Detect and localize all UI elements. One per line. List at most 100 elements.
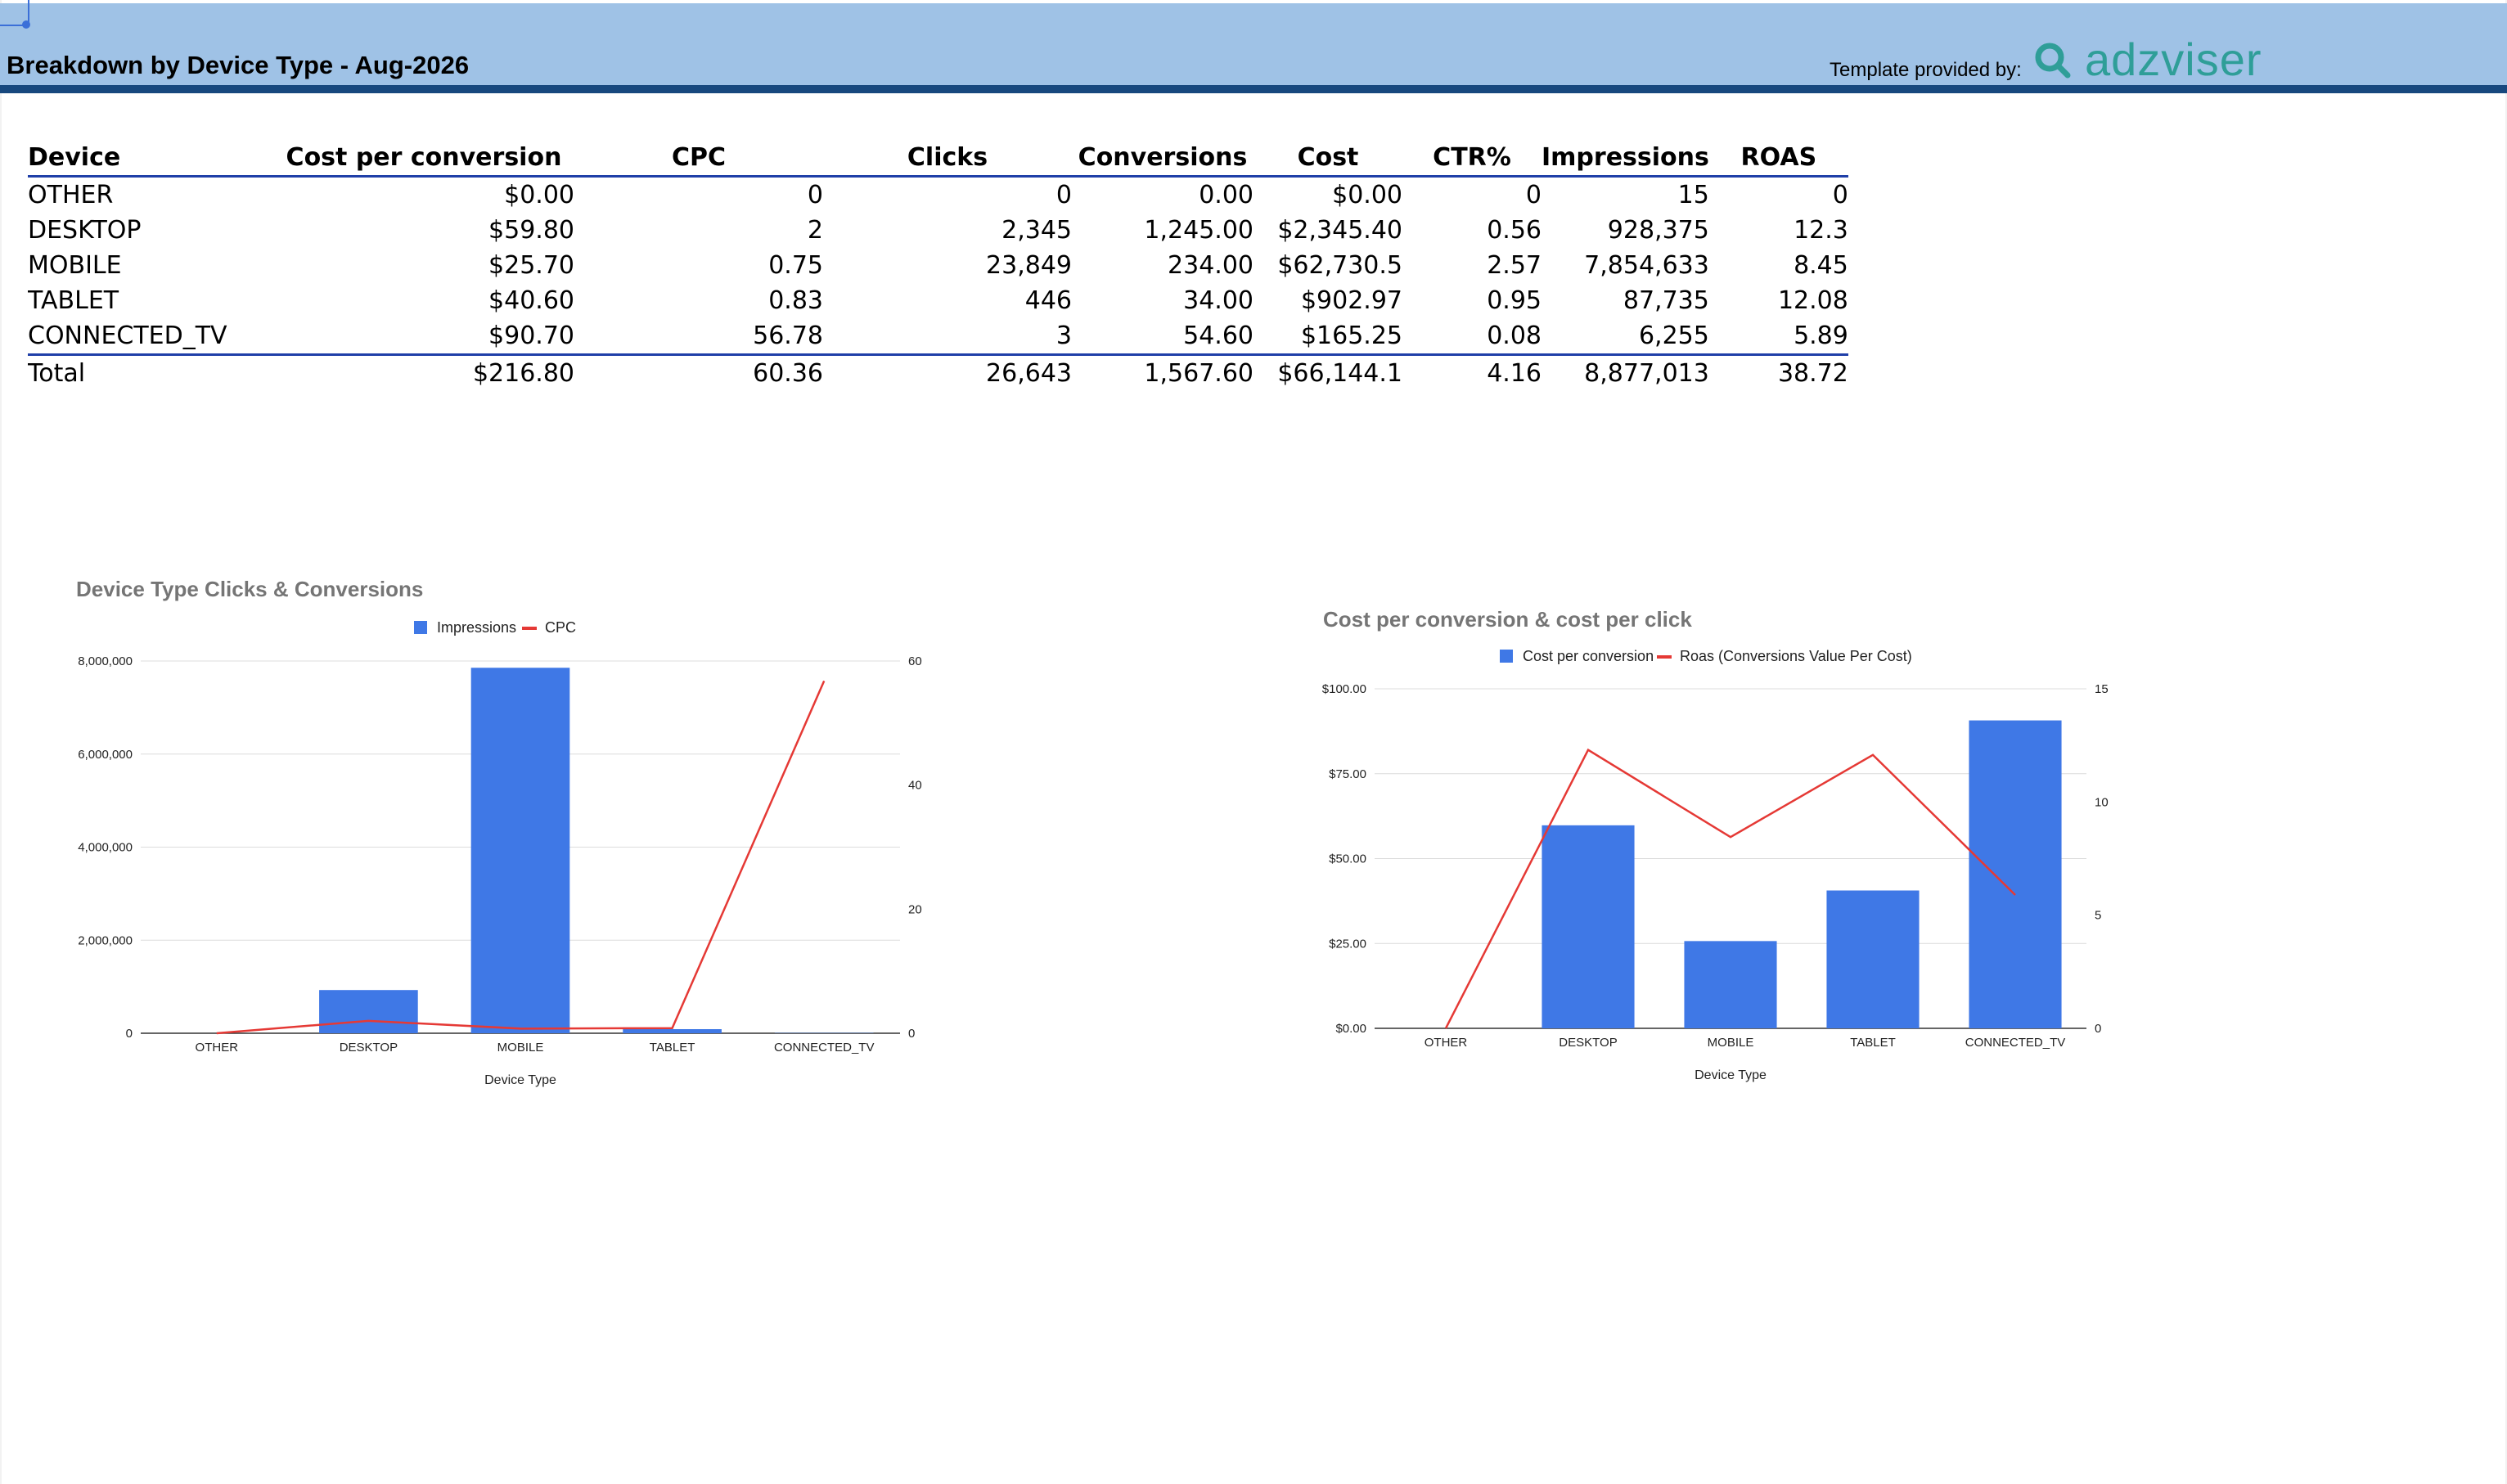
table-cell[interactable]: OTHER bbox=[28, 181, 114, 209]
y-tick-label-right: 15 bbox=[2095, 682, 2109, 696]
table-cell[interactable]: 0 bbox=[1832, 181, 1848, 209]
table-cell[interactable]: 446 bbox=[1024, 286, 1072, 315]
table-cell[interactable]: 54.60 bbox=[1183, 322, 1254, 350]
table-cell[interactable]: $90.70 bbox=[488, 322, 574, 350]
table-header-row: Device Cost per conversion CPC Clicks Co… bbox=[28, 139, 1848, 178]
y-tick-label-right: 5 bbox=[2095, 909, 2101, 923]
table-cell[interactable]: 12.08 bbox=[1777, 286, 1848, 315]
legend-label: Roas (Conversions Value Per Cost) bbox=[1680, 648, 1912, 664]
legend-label: CPC bbox=[545, 619, 576, 636]
table-cell[interactable]: $165.25 bbox=[1300, 322, 1402, 350]
legend-swatch-bars bbox=[1500, 650, 1513, 663]
cell-selection[interactable] bbox=[0, 0, 29, 26]
table-cell[interactable]: 8.45 bbox=[1794, 251, 1848, 280]
table-cell[interactable]: 0.83 bbox=[768, 286, 823, 315]
table-cell[interactable]: 87,735 bbox=[1623, 286, 1709, 315]
table-cell[interactable]: 60.36 bbox=[574, 353, 823, 391]
table-cell[interactable]: TABLET bbox=[28, 286, 119, 315]
table-cell[interactable]: 8,877,013 bbox=[1542, 353, 1709, 391]
chart-title-cost-per-conversion: Cost per conversion & cost per click bbox=[1323, 607, 1692, 632]
table-cell[interactable]: 0.95 bbox=[1487, 286, 1542, 315]
table-cell[interactable]: $62,730.5 bbox=[1277, 251, 1402, 280]
table-cell[interactable]: 4.16 bbox=[1402, 353, 1542, 391]
legend-label: Cost per conversion bbox=[1523, 648, 1654, 664]
y-tick-label-right: 20 bbox=[908, 902, 922, 916]
x-axis-label: Device Type bbox=[1695, 1068, 1767, 1082]
table-cell[interactable]: 0 bbox=[1055, 181, 1072, 209]
table-cell[interactable]: $0.00 bbox=[504, 181, 574, 209]
table-cell[interactable]: $59.80 bbox=[488, 216, 574, 245]
column-header[interactable]: Impressions bbox=[1542, 139, 1709, 178]
column-header[interactable]: Cost per conversion bbox=[273, 139, 574, 178]
table-cell[interactable]: $40.60 bbox=[488, 286, 574, 315]
table-cell[interactable]: 234.00 bbox=[1168, 251, 1254, 280]
y-tick-label-right: 60 bbox=[908, 654, 922, 668]
table-cell[interactable]: $902.97 bbox=[1300, 286, 1402, 315]
table-cell[interactable]: 23,849 bbox=[986, 251, 1072, 280]
table-cell[interactable]: 15 bbox=[1677, 181, 1709, 209]
header-rule bbox=[0, 85, 2507, 93]
table-cell[interactable]: 2.57 bbox=[1487, 251, 1542, 280]
table-cell[interactable]: 0.75 bbox=[768, 251, 823, 280]
table-cell[interactable]: 928,375 bbox=[1607, 216, 1709, 245]
table-cell[interactable]: 3 bbox=[1055, 322, 1072, 350]
table-cell[interactable]: 34.00 bbox=[1183, 286, 1254, 315]
bar bbox=[1969, 720, 2062, 1028]
y-tick-label-left: $100.00 bbox=[1322, 682, 1366, 696]
table-cell[interactable]: 5.89 bbox=[1794, 322, 1848, 350]
table-cell[interactable]: 0 bbox=[807, 181, 823, 209]
x-tick-label: MOBILE bbox=[497, 1041, 544, 1055]
y-tick-label-left: 0 bbox=[126, 1027, 133, 1041]
x-tick-label: DESKTOP bbox=[1559, 1036, 1617, 1050]
magnifier-logo-icon bbox=[2035, 43, 2071, 79]
column-header[interactable]: CTR% bbox=[1402, 139, 1542, 178]
x-tick-label: CONNECTED_TV bbox=[774, 1041, 875, 1055]
table-cell[interactable]: $216.80 bbox=[273, 353, 574, 391]
chart-title-clicks-conversions: Device Type Clicks & Conversions bbox=[76, 577, 424, 601]
table-cell[interactable]: 26,643 bbox=[823, 353, 1072, 391]
table-cell[interactable]: 12.3 bbox=[1794, 216, 1848, 245]
table-cell[interactable]: 7,854,633 bbox=[1584, 251, 1709, 280]
bar bbox=[319, 990, 418, 1033]
table-cell[interactable]: 2,345 bbox=[1001, 216, 1072, 245]
table-cell[interactable]: MOBILE bbox=[28, 251, 122, 280]
table-cell[interactable]: DESKTOP bbox=[28, 216, 142, 245]
column-header[interactable]: Conversions bbox=[1072, 139, 1254, 178]
x-tick-label: TABLET bbox=[650, 1041, 695, 1055]
table-cell[interactable]: 56.78 bbox=[753, 322, 823, 350]
x-axis-label: Device Type bbox=[484, 1073, 556, 1087]
table-total-row: Total $216.80 60.36 26,643 1,567.60 $66,144.1… bbox=[28, 353, 1848, 391]
table-cell[interactable]: 0.08 bbox=[1487, 322, 1542, 350]
table-cell[interactable]: CONNECTED_TV bbox=[28, 322, 227, 350]
column-header[interactable]: CPC bbox=[574, 139, 823, 178]
table-cell[interactable]: $2,345.40 bbox=[1277, 216, 1402, 245]
table-row: TABLET $40.60 0.83 446 34.00 $902.97 0.95 87,73… bbox=[28, 283, 1848, 318]
y-tick-label-left: $50.00 bbox=[1329, 852, 1366, 866]
table-cell[interactable]: 2 bbox=[807, 216, 823, 245]
table-cell[interactable]: 1,567.60 bbox=[1072, 353, 1254, 391]
column-header[interactable]: ROAS bbox=[1708, 139, 1848, 178]
device-breakdown-table: Device Cost per conversion CPC Clicks Co… bbox=[28, 139, 1848, 391]
y-tick-label-right: 0 bbox=[908, 1027, 915, 1041]
table-cell[interactable]: $25.70 bbox=[488, 251, 574, 280]
table-cell[interactable]: 0.56 bbox=[1487, 216, 1542, 245]
table-cell[interactable]: $0.00 bbox=[1332, 181, 1402, 209]
adzviser-logo[interactable]: adzviser bbox=[2032, 33, 2262, 87]
table-cell[interactable]: 0.00 bbox=[1199, 181, 1254, 209]
bar bbox=[1684, 941, 1777, 1028]
table-cell[interactable]: 1,245.00 bbox=[1144, 216, 1254, 245]
table-cell[interactable]: 38.72 bbox=[1708, 353, 1848, 391]
device-clicks-conversions-chart: Impressions CPC 0 2,000,000 4,000,000 6,000,0… bbox=[78, 619, 922, 1087]
column-header[interactable]: Device bbox=[28, 139, 273, 178]
table-cell[interactable]: 6,255 bbox=[1638, 322, 1709, 350]
y-tick-label-right: 0 bbox=[2095, 1022, 2101, 1036]
table-cell[interactable]: 0 bbox=[1525, 181, 1542, 209]
column-header[interactable]: Cost bbox=[1254, 139, 1402, 178]
selection-handle[interactable] bbox=[22, 20, 30, 29]
column-header[interactable]: Clicks bbox=[823, 139, 1072, 178]
x-tick-label: CONNECTED_TV bbox=[1965, 1036, 2066, 1050]
cost-per-conversion-chart: Cost per conversion Roas (Conversions Val… bbox=[1322, 648, 2109, 1082]
table-row: MOBILE $25.70 0.75 23,849 234.00 $62,730.5 2.5… bbox=[28, 248, 1848, 283]
table-cell[interactable]: Total bbox=[28, 353, 273, 391]
table-cell[interactable]: $66,144.1 bbox=[1254, 353, 1402, 391]
